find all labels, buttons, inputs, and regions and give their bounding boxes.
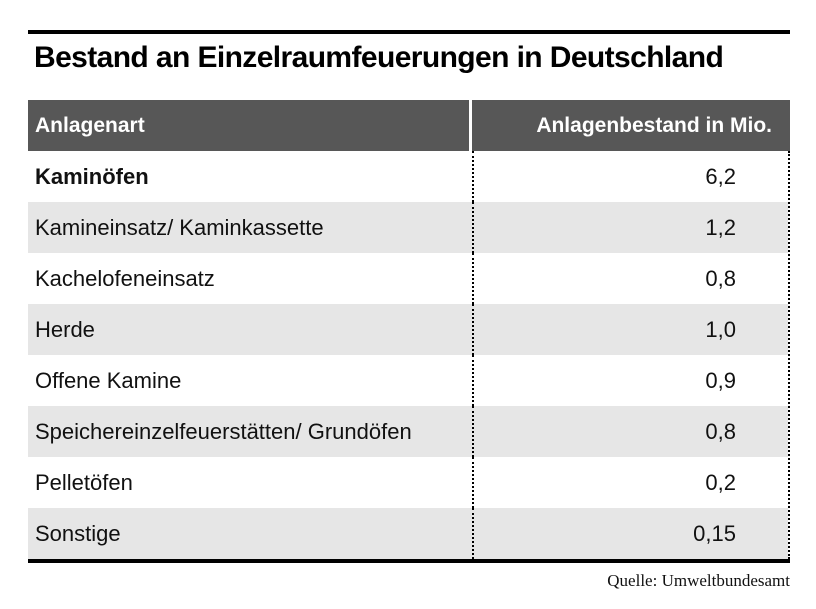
table-row: Sonstige 0,15 <box>28 508 788 559</box>
table-header-row: Anlagenart Anlagenbestand in Mio. <box>28 100 790 151</box>
table-row: Kaminöfen 6,2 <box>28 151 788 202</box>
row-value: 1,0 <box>472 304 788 355</box>
top-rule <box>28 30 790 34</box>
source-credit: Quelle: Umweltbundesamt <box>607 571 790 590</box>
column-header-anlagenart: Anlagenart <box>28 100 472 151</box>
row-value: 0,2 <box>472 457 788 508</box>
table-row: Herde 1,0 <box>28 304 788 355</box>
row-label: Sonstige <box>35 520 121 546</box>
table-row: Kamineinsatz/ Kaminkassette 1,2 <box>28 202 788 253</box>
table-row: Speichereinzelfeuerstätten/ Grundöfen 0,8 <box>28 406 788 457</box>
page-title: Bestand an Einzelraumfeuerungen in Deuts… <box>34 41 724 74</box>
row-label: Kaminöfen <box>35 163 149 189</box>
row-value: 0,15 <box>472 508 788 559</box>
row-label: Kachelofeneinsatz <box>35 265 215 291</box>
row-label: Speichereinzelfeuerstätten/ Grundöfen <box>35 418 412 444</box>
row-value: 6,2 <box>472 151 788 202</box>
row-value: 1,2 <box>472 202 788 253</box>
row-label: Herde <box>35 316 95 342</box>
table-row: Offene Kamine 0,9 <box>28 355 788 406</box>
row-value: 0,9 <box>472 355 788 406</box>
row-value: 0,8 <box>472 253 788 304</box>
table-row: Pelletöfen 0,2 <box>28 457 788 508</box>
row-label: Kamineinsatz/ Kaminkassette <box>35 214 324 240</box>
data-table: Anlagenart Anlagenbestand in Mio. Kaminö… <box>28 100 790 559</box>
row-label: Pelletöfen <box>35 469 133 495</box>
table-row: Kachelofeneinsatz 0,8 <box>28 253 788 304</box>
table-body: Kaminöfen 6,2 Kamineinsatz/ Kaminkassette 1… <box>28 151 790 559</box>
row-label: Offene Kamine <box>35 367 182 393</box>
column-header-anlagenbestand: Anlagenbestand in Mio. <box>536 113 772 137</box>
row-value: 0,8 <box>472 406 788 457</box>
bottom-rule <box>28 559 790 563</box>
